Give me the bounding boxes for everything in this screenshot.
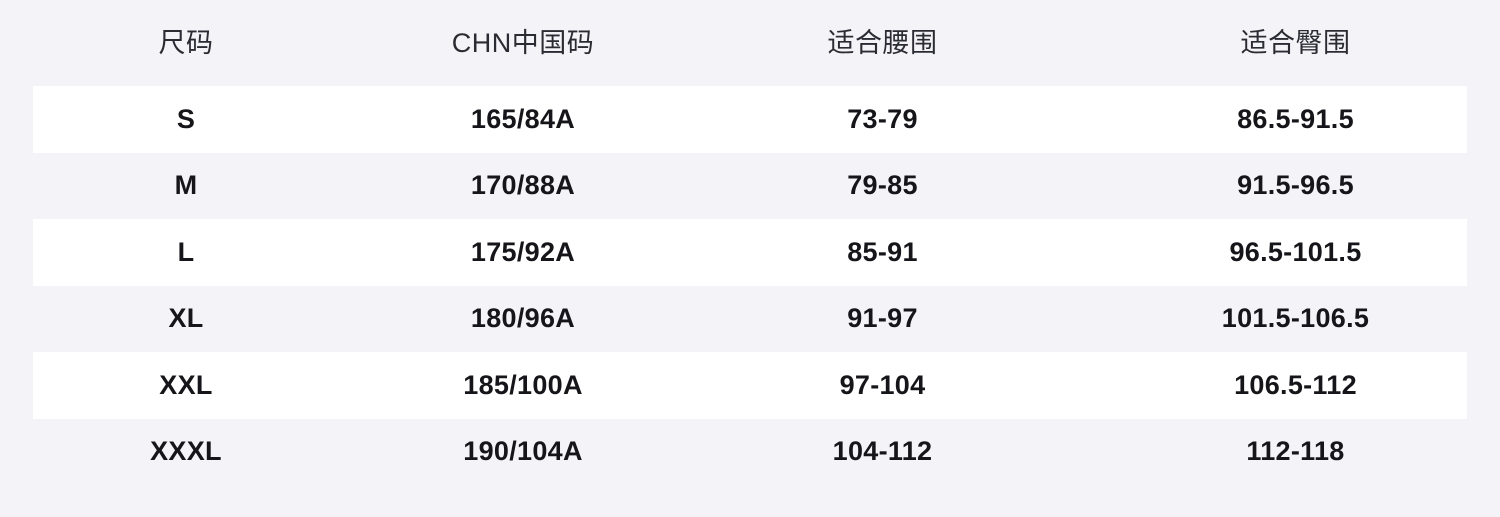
table-row: L 175/92A 85-91 96.5-101.5 bbox=[0, 219, 1500, 286]
column-header-size: 尺码 bbox=[158, 27, 214, 58]
table-row: XXL 185/100A 97-104 106.5-112 bbox=[0, 352, 1500, 419]
cell-waist: 97-104 bbox=[839, 369, 926, 400]
cell-size: XXXL bbox=[150, 436, 222, 467]
cell-waist: 85-91 bbox=[847, 236, 918, 267]
column-header-hip: 适合臀围 bbox=[1240, 27, 1351, 58]
cell-hip: 91.5-96.5 bbox=[1237, 170, 1354, 201]
cell-size: S bbox=[176, 103, 196, 134]
table-header-row: 尺码 CHN中国码 适合腰围 适合臀围 bbox=[0, 0, 1500, 86]
column-header-chn: CHN中国码 bbox=[451, 27, 595, 58]
cell-waist: 91-97 bbox=[847, 303, 918, 334]
cell-hip: 112-118 bbox=[1246, 436, 1345, 467]
cell-chn: 170/88A bbox=[470, 170, 576, 201]
cell-waist: 104-112 bbox=[832, 436, 933, 467]
table-row: XXXL 190/104A 104-112 112-118 bbox=[0, 419, 1500, 486]
cell-chn: 165/84A bbox=[470, 103, 576, 134]
table-row: XL 180/96A 91-97 101.5-106.5 bbox=[0, 286, 1500, 353]
table-row: S 165/84A 73-79 86.5-91.5 bbox=[0, 86, 1500, 153]
cell-chn: 185/100A bbox=[463, 369, 583, 400]
column-header-waist: 适合腰围 bbox=[827, 27, 938, 58]
table-bottom-spacer bbox=[0, 485, 1500, 517]
table-row: M 170/88A 79-85 91.5-96.5 bbox=[0, 153, 1500, 220]
cell-hip: 86.5-91.5 bbox=[1237, 103, 1354, 134]
cell-hip: 106.5-112 bbox=[1234, 369, 1357, 400]
cell-size: L bbox=[177, 236, 195, 267]
cell-size: XXL bbox=[159, 369, 213, 400]
cell-chn: 180/96A bbox=[470, 303, 576, 334]
cell-waist: 73-79 bbox=[847, 103, 918, 134]
cell-hip: 101.5-106.5 bbox=[1221, 303, 1370, 334]
cell-chn: 175/92A bbox=[470, 236, 576, 267]
cell-hip: 96.5-101.5 bbox=[1229, 236, 1362, 267]
cell-size: M bbox=[174, 170, 198, 201]
cell-chn: 190/104A bbox=[463, 436, 583, 467]
cell-size: XL bbox=[168, 303, 204, 334]
cell-waist: 79-85 bbox=[847, 170, 918, 201]
table-body: S 165/84A 73-79 86.5-91.5 M 170/88A 79-8… bbox=[0, 86, 1500, 485]
